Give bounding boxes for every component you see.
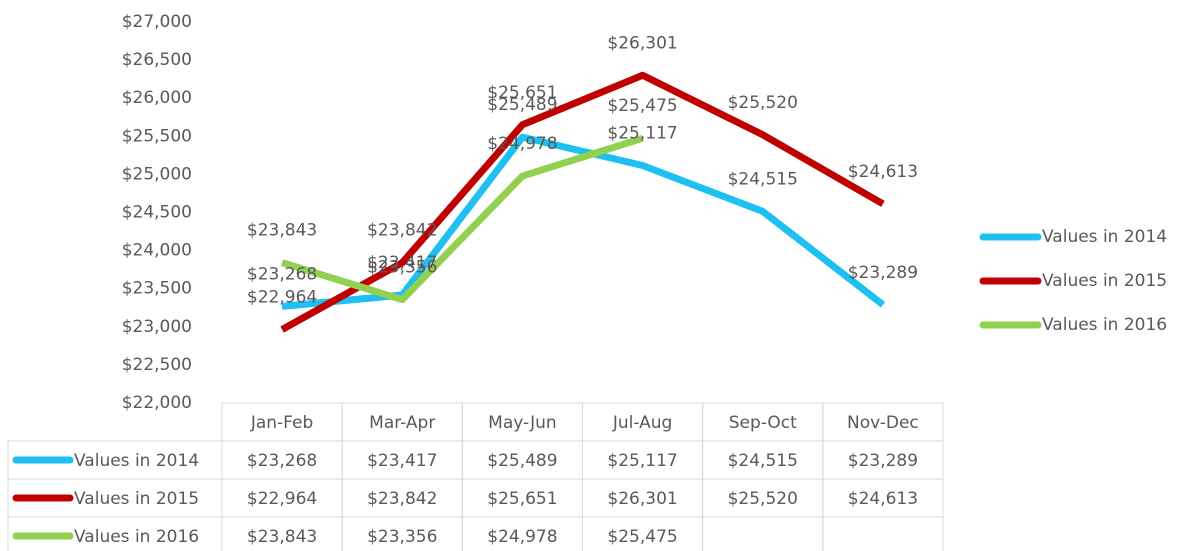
- data-label: $23,417: [367, 253, 437, 273]
- legend-label: Values in 2014: [1042, 227, 1167, 247]
- data-label: $23,268: [247, 264, 317, 284]
- y-tick-label: $26,500: [122, 50, 192, 70]
- table-value: $26,301: [607, 489, 677, 509]
- data-label: $24,978: [487, 134, 557, 154]
- table-value: $22,964: [247, 489, 317, 509]
- data-label: $25,520: [728, 93, 798, 113]
- table-cell: [822, 516, 944, 551]
- table-row-label: Values in 2016: [74, 527, 199, 547]
- table-row-label: Values in 2015: [74, 489, 199, 509]
- table-value: $24,515: [728, 451, 798, 471]
- y-tick-label: $23,500: [122, 279, 192, 299]
- x-tick-label: May-Jun: [488, 413, 557, 433]
- y-tick-label: $22,000: [122, 393, 192, 413]
- table-value: $25,489: [487, 451, 557, 471]
- x-tick-label: Nov-Dec: [847, 413, 919, 433]
- x-tick-label: Sep-Oct: [729, 413, 797, 433]
- y-tick-label: $24,500: [122, 203, 192, 223]
- x-tick-label: Jul-Aug: [612, 413, 672, 433]
- data-label: $24,613: [848, 162, 918, 182]
- table-value: $23,417: [367, 451, 437, 471]
- table-cell: [702, 516, 824, 551]
- table-value: $25,651: [487, 489, 557, 509]
- data-label: $25,117: [607, 123, 677, 143]
- data-label: $23,842: [367, 221, 437, 241]
- y-tick-label: $23,000: [122, 317, 192, 337]
- table-value: $23,268: [247, 451, 317, 471]
- y-tick-label: $26,000: [122, 88, 192, 108]
- data-label: $23,843: [247, 221, 317, 241]
- table-value: $23,843: [247, 527, 317, 547]
- table-value: $23,289: [848, 451, 918, 471]
- y-tick-label: $22,500: [122, 355, 192, 375]
- table-value: $24,978: [487, 527, 557, 547]
- x-tick-label: Mar-Apr: [369, 413, 435, 433]
- y-tick-label: $25,500: [122, 126, 192, 146]
- data-label: $26,301: [607, 33, 677, 53]
- table-value: $24,613: [848, 489, 918, 509]
- y-tick-label: $25,000: [122, 164, 192, 184]
- legend-label: Values in 2015: [1042, 271, 1167, 291]
- series-line: [281, 134, 644, 304]
- data-label: $23,289: [848, 263, 918, 283]
- y-tick-label: $24,000: [122, 241, 192, 261]
- data-label: $23,356: [367, 258, 437, 278]
- legend-label: Values in 2016: [1042, 315, 1167, 335]
- y-tick-label: $27,000: [122, 12, 192, 32]
- x-tick-label: Jan-Feb: [250, 413, 313, 433]
- data-label: $25,475: [607, 96, 677, 116]
- table-value: $25,475: [607, 527, 677, 547]
- series-line: [280, 71, 885, 333]
- data-label: $25,651: [487, 83, 557, 103]
- table-value: $23,842: [367, 489, 437, 509]
- data-label: $25,489: [487, 95, 557, 115]
- table-value: $23,356: [367, 527, 437, 547]
- table-row-label: Values in 2014: [74, 451, 199, 471]
- data-label: $22,964: [247, 288, 317, 308]
- data-label: $24,515: [728, 169, 798, 189]
- table-value: $25,117: [607, 451, 677, 471]
- table-value: $25,520: [728, 489, 798, 509]
